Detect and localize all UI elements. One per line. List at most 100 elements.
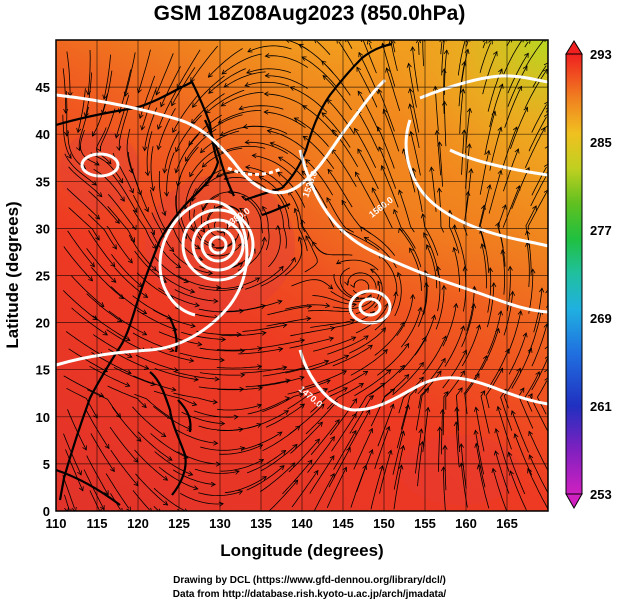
streamline <box>305 159 333 196</box>
streamline-arrow <box>351 429 357 436</box>
streamline-arrow <box>299 403 306 409</box>
streamline <box>409 248 422 291</box>
streamline <box>436 130 441 176</box>
streamline <box>85 72 92 117</box>
streamline <box>71 307 108 336</box>
streamline <box>497 222 506 267</box>
streamline-arrow <box>481 204 486 210</box>
streamline <box>188 114 222 146</box>
streamline-arrow <box>191 102 197 108</box>
streamline <box>150 146 154 191</box>
streamline-arrow <box>390 40 396 45</box>
streamline-arrow <box>385 425 391 432</box>
streamline-arrow <box>238 105 244 111</box>
streamline-arrow <box>172 127 177 134</box>
streamline <box>290 327 335 337</box>
streamline-arrow <box>111 277 117 283</box>
streamline <box>356 110 379 151</box>
streamline-arrow <box>239 207 245 213</box>
streamline <box>503 368 521 409</box>
streamline-arrow <box>175 147 180 153</box>
streamline-arrow <box>150 229 155 236</box>
streamline <box>310 319 355 328</box>
streamline <box>134 449 168 481</box>
streamline-arrow <box>195 244 201 250</box>
streamline <box>134 393 172 419</box>
streamline-arrow <box>544 355 548 359</box>
streamline-arrow <box>331 129 337 135</box>
streamline <box>305 401 338 435</box>
streamline <box>507 66 528 107</box>
streamline <box>526 242 530 288</box>
streamline-arrow <box>158 508 161 511</box>
streamline <box>321 60 351 96</box>
streamline <box>132 406 166 437</box>
streamline-arrow <box>201 162 207 168</box>
streamline <box>331 149 357 187</box>
streamline-arrow <box>207 72 213 78</box>
streamline-arrow <box>118 507 123 511</box>
colorbar-label: 253 <box>590 487 612 502</box>
streamline <box>526 230 532 276</box>
streamline <box>301 56 337 87</box>
streamline <box>217 387 263 391</box>
streamline <box>368 42 372 50</box>
streamline-arrow <box>420 213 426 219</box>
streamline-arrow <box>426 244 431 250</box>
streamline <box>289 337 334 349</box>
streamline <box>202 147 243 168</box>
streamline <box>107 206 135 243</box>
streamline <box>310 419 340 455</box>
streamline <box>514 433 533 476</box>
y-axis-ticks: 0 5 10 15 20 25 30 35 40 45 <box>36 80 50 519</box>
streamline-arrow <box>367 344 373 350</box>
streamline-arrow <box>169 246 175 253</box>
streamline <box>398 190 415 233</box>
streamline-arrow <box>91 180 97 186</box>
streamline <box>136 272 174 300</box>
streamline-arrow <box>188 140 194 146</box>
y-tick-label: 35 <box>36 174 50 189</box>
streamline <box>66 387 98 419</box>
streamline-arrow <box>283 410 289 415</box>
streamline-arrow <box>409 247 414 253</box>
streamline-arrow <box>240 512 245 516</box>
streamline <box>304 370 347 388</box>
plot-frame <box>55 39 549 512</box>
streamline <box>111 254 143 288</box>
streamline <box>456 407 460 453</box>
streamline-arrow <box>330 436 335 442</box>
streamline <box>418 42 420 56</box>
credit-data-source: Data from http://database.rish.kyoto-u.a… <box>172 589 447 600</box>
streamline <box>221 145 266 153</box>
streamline <box>531 323 548 367</box>
streamline <box>409 104 420 148</box>
streamline <box>181 331 226 340</box>
x-axis-title: Longitude (degrees) <box>220 541 383 560</box>
streamline-arrow <box>350 282 355 289</box>
streamline <box>200 446 245 451</box>
streamline-arrow <box>203 513 207 517</box>
streamline-arrow <box>329 455 335 461</box>
streamline <box>386 67 401 112</box>
streamline-arrow <box>545 288 548 294</box>
streamline-arrow <box>327 168 333 174</box>
streamline <box>443 467 446 511</box>
streamline <box>322 75 352 111</box>
streamline-arrow <box>322 388 329 393</box>
streamline <box>287 379 331 395</box>
streamline <box>216 365 262 369</box>
streamline-arrow <box>342 466 347 472</box>
streamline-arrow <box>368 427 374 434</box>
streamline-arrow <box>241 195 247 201</box>
streamline <box>110 286 147 314</box>
streamline-arrow <box>404 342 410 349</box>
streamline <box>68 348 108 372</box>
streamline <box>377 126 395 169</box>
streamline-arrow <box>214 376 220 382</box>
streamline <box>478 464 490 509</box>
streamline-arrow <box>334 419 340 425</box>
streamline <box>370 365 405 395</box>
coastlines <box>56 42 393 506</box>
streamline-arrow <box>494 427 500 434</box>
